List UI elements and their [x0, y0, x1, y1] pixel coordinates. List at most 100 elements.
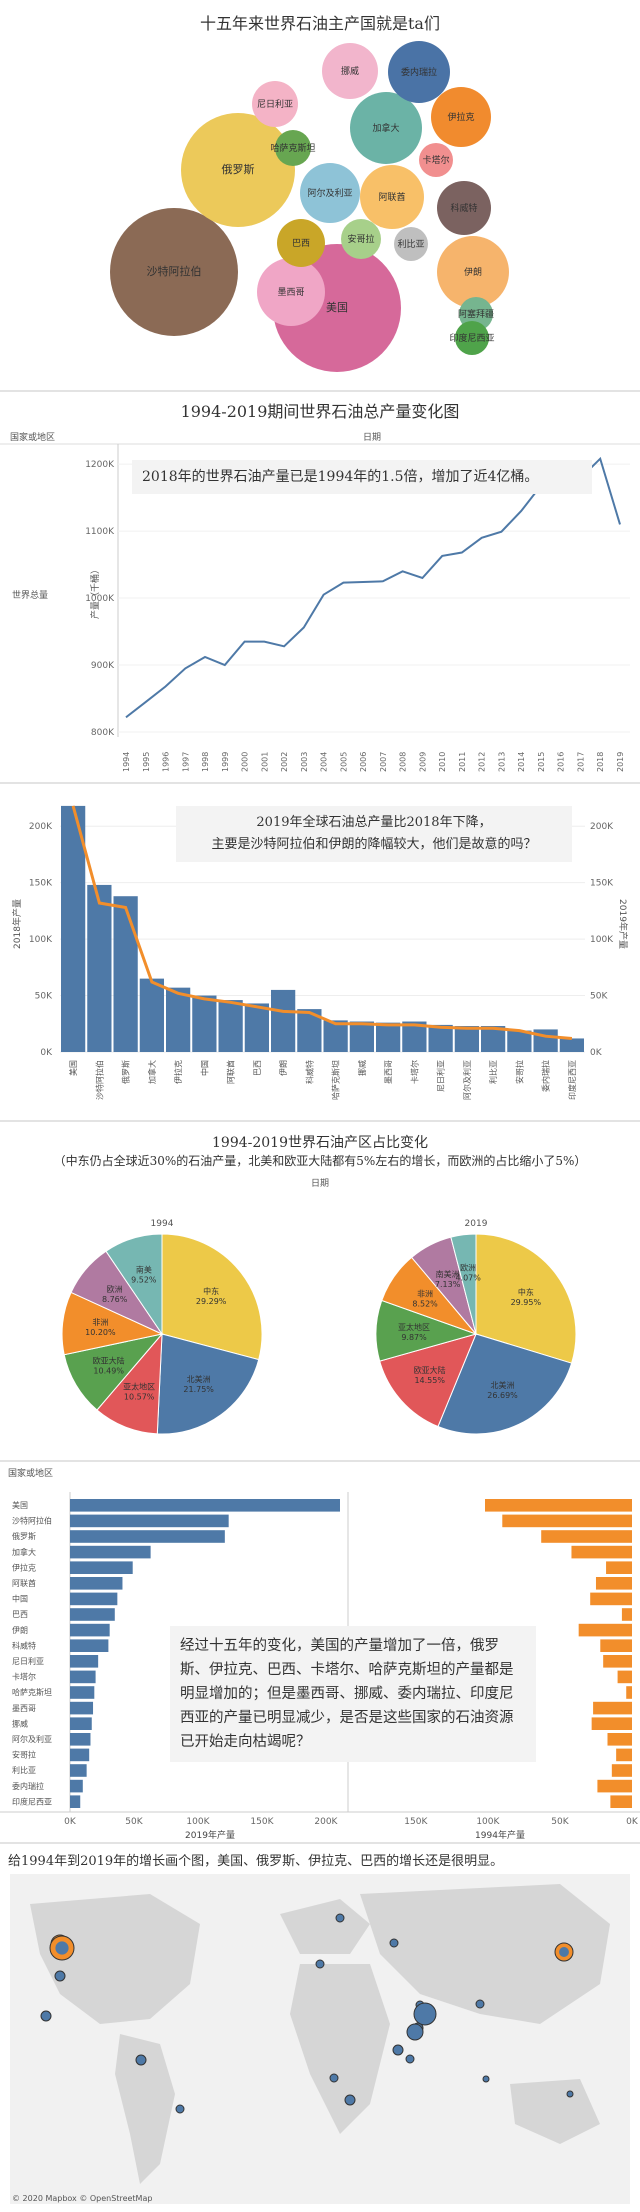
x-tick-label: 1996 [162, 752, 171, 772]
bubble-chart: 沙特阿拉伯美国俄罗斯加拿大墨西哥伊朗阿联酋委内瑞拉伊拉克挪威科威特尼日利亚巴西阿… [0, 0, 640, 390]
x-tick-label: 1998 [201, 752, 210, 772]
y-tick-label: 1200K [85, 460, 115, 470]
x-tick-label: 科威特 [304, 1060, 314, 1084]
row-label: 哈萨克斯坦 [12, 1687, 52, 1697]
bar-2019 [70, 1764, 87, 1777]
bar-2018 [534, 1029, 558, 1052]
pie-slice-value: 29.95% [511, 1298, 542, 1307]
bar-line-annotation: 2019年全球石油总产量比2018年下降， 主要是沙特阿拉伯和伊朗的降幅较大，他… [176, 806, 572, 862]
x-tick-label: 沙特阿拉伯 [94, 1060, 104, 1100]
row-label: 伊拉克 [12, 1562, 36, 1572]
bar-1994 [600, 1639, 632, 1652]
x-tick-label: 1994 [122, 752, 131, 772]
pie-slice-label: 亚太地区 [123, 1382, 155, 1392]
x-tick-label: 卡塔尔 [409, 1060, 419, 1084]
map-marker [176, 2105, 184, 2113]
y-tick-left: 100K [29, 935, 53, 945]
bar-1994 [606, 1561, 632, 1574]
x-tick-left: 150K [250, 1817, 274, 1827]
bubble-label-13: 巴西 [292, 238, 310, 249]
row-label: 挪威 [12, 1718, 28, 1728]
pie-slice-value: 8.52% [412, 1300, 438, 1309]
bubble-label-2: 美国 [326, 301, 348, 314]
world-map[interactable] [0, 1844, 640, 2212]
pie-slice-value: 21.75% [183, 1385, 214, 1394]
x-tick-label: 1997 [181, 752, 190, 772]
map-marker [316, 1960, 324, 1968]
bubble-label-4: 加拿大 [372, 122, 399, 134]
bar-2018 [166, 988, 190, 1052]
y-tick-right: 50K [590, 992, 608, 1002]
map-marker [407, 2024, 423, 2040]
pie-slice-value: 10.20% [85, 1328, 116, 1337]
bar-2019 [70, 1733, 90, 1746]
y-tick-left: 200K [29, 822, 53, 832]
pie-slice-value: 9.87% [401, 1333, 427, 1342]
row-label: 俄罗斯 [12, 1531, 36, 1541]
x-tick-label: 加拿大 [147, 1060, 157, 1084]
map-credit: © 2020 Mapbox © OpenStreetMap [12, 2194, 152, 2203]
x-tick-label: 哈萨克斯坦 [331, 1060, 341, 1100]
bubble-label-19: 阿塞拜疆 [458, 308, 494, 320]
y-tick-right: 0K [590, 1048, 603, 1058]
bar-2018 [114, 896, 138, 1052]
bar-2018 [271, 990, 295, 1052]
map-marker [414, 2003, 436, 2025]
x-tick-label: 2005 [339, 752, 348, 772]
bubble-label-12: 尼日利亚 [257, 98, 293, 110]
x-tick-label: 2009 [418, 752, 427, 772]
map-marker [336, 1914, 344, 1922]
pie-slice-label: 北美洲 [491, 1380, 515, 1390]
x-tick-label: 俄罗斯 [121, 1060, 131, 1084]
row-label: 利比亚 [12, 1765, 36, 1775]
x-tick-left: 0K [64, 1817, 77, 1827]
pie-slice-value: 8.76% [102, 1295, 128, 1304]
bar-1994 [485, 1499, 632, 1512]
pie-slice-value: 29.29% [196, 1297, 227, 1306]
row-label: 卡塔尔 [12, 1672, 36, 1682]
pie-title-2: 2019 [465, 1219, 488, 1229]
x-tick-label: 2014 [517, 752, 526, 772]
bar-2019 [70, 1593, 117, 1606]
bar-1994 [597, 1780, 632, 1793]
bar-2019 [70, 1624, 110, 1637]
x-tick-left: 100K [186, 1817, 210, 1827]
row-label: 安哥拉 [12, 1750, 36, 1760]
line-panel: 1994-2019期间世界石油总产量变化图 国家或地区 日期 世界总量 产量（千桶） 8… [0, 392, 640, 782]
bubble-label-15: 哈萨克斯坦 [270, 142, 315, 154]
bar-1994 [612, 1764, 632, 1777]
pie-slice-label: 北美洲 [187, 1374, 211, 1384]
x-tick-right: 100K [476, 1817, 500, 1827]
bar-2019 [70, 1780, 83, 1793]
x-tick-label: 2015 [537, 752, 546, 772]
map-marker [390, 1939, 398, 1947]
line-annotation: 2018年的世界石油产量已是1994年的1.5倍，增加了近4亿桶。 [132, 460, 592, 494]
y-axis-label: 产量（千桶） [89, 565, 101, 619]
y-tick-right: 200K [590, 822, 614, 832]
bar-1994 [608, 1733, 633, 1746]
y-tick-label: 800K [91, 728, 115, 738]
pie-slice-value: 10.49% [93, 1367, 124, 1376]
x-tick-right: 50K [551, 1817, 569, 1827]
bar-2018 [87, 885, 111, 1052]
bar-line-annotation-line1: 2019年全球石油总产量比2018年下降， [184, 812, 564, 834]
y-label-left: 2018年产量 [11, 899, 23, 949]
bar-2019 [70, 1686, 94, 1699]
row-label: 伊朗 [12, 1625, 28, 1635]
x-tick-label: 印度尼西亚 [567, 1060, 577, 1100]
x-tick-label: 2013 [497, 752, 506, 772]
x-tick-label: 伊朗 [278, 1060, 288, 1076]
bar-1994 [571, 1546, 632, 1559]
bar-2019 [70, 1795, 80, 1808]
bar-2019 [70, 1530, 225, 1543]
col-header: 日期 [363, 432, 381, 443]
x-tick-label: 挪威 [357, 1060, 367, 1076]
y-tick-left: 0K [40, 1048, 53, 1058]
bar-2018 [140, 979, 164, 1052]
x-tick-left: 50K [125, 1817, 143, 1827]
bar-2019 [70, 1499, 340, 1512]
x-tick-label: 1995 [142, 752, 151, 772]
pie-slice-label: 亚太地区 [398, 1322, 430, 1332]
bar-2018 [455, 1026, 479, 1052]
x-tick-label: 2010 [438, 752, 447, 772]
